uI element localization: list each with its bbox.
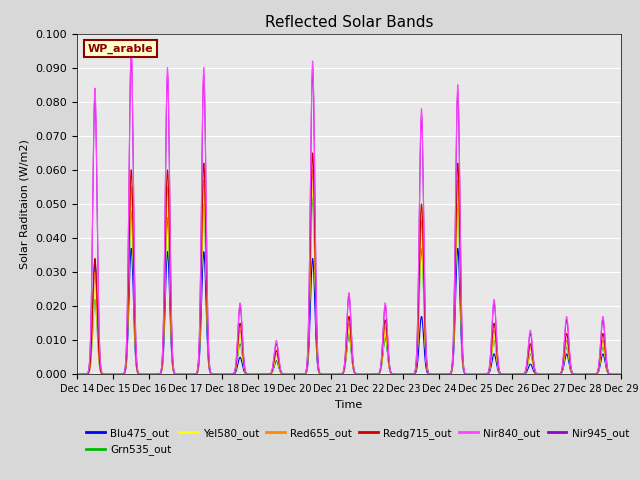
Yel580_out xyxy=(73,372,81,377)
Red655_out xyxy=(365,372,372,377)
Nir840_out xyxy=(584,372,592,377)
Red655_out xyxy=(376,367,384,373)
Blu475_out xyxy=(73,372,81,377)
Nir840_out xyxy=(365,372,372,377)
Redg715_out xyxy=(309,150,317,156)
Line: Grn535_out: Grn535_out xyxy=(77,197,621,374)
Grn535_out xyxy=(508,372,515,377)
X-axis label: Time: Time xyxy=(335,400,362,409)
Red655_out xyxy=(225,372,232,377)
Title: Reflected Solar Bands: Reflected Solar Bands xyxy=(264,15,433,30)
Line: Blu475_out: Blu475_out xyxy=(77,248,621,374)
Redg715_out xyxy=(617,372,625,377)
Grn535_out xyxy=(584,372,592,377)
Yel580_out xyxy=(377,367,385,372)
Redg715_out xyxy=(545,372,552,377)
Nir945_out xyxy=(127,51,135,57)
Line: Nir945_out: Nir945_out xyxy=(77,54,621,374)
Red655_out xyxy=(73,372,81,377)
Blu475_out xyxy=(365,372,372,377)
Yel580_out xyxy=(570,371,577,377)
Nir840_out xyxy=(570,371,577,377)
Yel580_out xyxy=(254,372,262,377)
Nir945_out xyxy=(376,365,384,371)
Nir840_out xyxy=(225,372,232,377)
Red655_out xyxy=(584,372,592,377)
Grn535_out xyxy=(73,372,81,377)
Legend: Blu475_out, Grn535_out, Yel580_out, Red655_out, Redg715_out, Nir840_out, Nir945_: Blu475_out, Grn535_out, Yel580_out, Red6… xyxy=(82,424,633,459)
Nir945_out xyxy=(507,372,515,377)
Grn535_out xyxy=(309,194,317,200)
Redg715_out xyxy=(376,367,384,372)
Grn535_out xyxy=(254,372,262,377)
Grn535_out xyxy=(225,372,232,377)
Blu475_out xyxy=(570,372,577,377)
Nir945_out xyxy=(570,371,577,377)
Red655_out xyxy=(570,371,577,377)
Redg715_out xyxy=(225,372,232,377)
Line: Yel580_out: Yel580_out xyxy=(77,187,621,374)
Nir945_out xyxy=(617,372,625,377)
Red655_out xyxy=(309,167,317,173)
Redg715_out xyxy=(584,372,592,377)
Red655_out xyxy=(545,372,552,377)
Grn535_out xyxy=(377,367,385,373)
Line: Redg715_out: Redg715_out xyxy=(77,153,621,374)
Grn535_out xyxy=(365,372,372,377)
Yel580_out xyxy=(617,372,625,377)
Red655_out xyxy=(617,372,625,377)
Nir945_out xyxy=(225,372,232,377)
Blu475_out xyxy=(127,245,135,251)
Nir840_out xyxy=(617,372,625,377)
Yel580_out xyxy=(584,372,592,377)
Y-axis label: Solar Raditaion (W/m2): Solar Raditaion (W/m2) xyxy=(20,139,30,269)
Blu475_out xyxy=(377,367,385,373)
Nir945_out xyxy=(365,372,372,377)
Nir840_out xyxy=(507,372,515,377)
Blu475_out xyxy=(584,372,592,377)
Yel580_out xyxy=(365,372,372,377)
Nir840_out xyxy=(73,372,81,377)
Redg715_out xyxy=(73,372,81,377)
Blu475_out xyxy=(508,372,515,377)
Nir840_out xyxy=(127,44,135,50)
Redg715_out xyxy=(507,372,515,377)
Redg715_out xyxy=(365,372,372,377)
Nir945_out xyxy=(545,372,552,377)
Line: Red655_out: Red655_out xyxy=(77,170,621,374)
Blu475_out xyxy=(225,372,232,377)
Line: Nir840_out: Nir840_out xyxy=(77,47,621,374)
Nir945_out xyxy=(584,372,592,377)
Red655_out xyxy=(507,372,515,377)
Blu475_out xyxy=(617,372,625,377)
Nir945_out xyxy=(73,372,81,377)
Redg715_out xyxy=(570,371,577,377)
Yel580_out xyxy=(309,184,317,190)
Grn535_out xyxy=(570,371,577,377)
Blu475_out xyxy=(254,372,262,377)
Text: WP_arable: WP_arable xyxy=(88,44,154,54)
Nir840_out xyxy=(376,365,384,371)
Yel580_out xyxy=(508,372,515,377)
Nir840_out xyxy=(545,372,552,377)
Yel580_out xyxy=(225,372,232,377)
Grn535_out xyxy=(617,372,625,377)
